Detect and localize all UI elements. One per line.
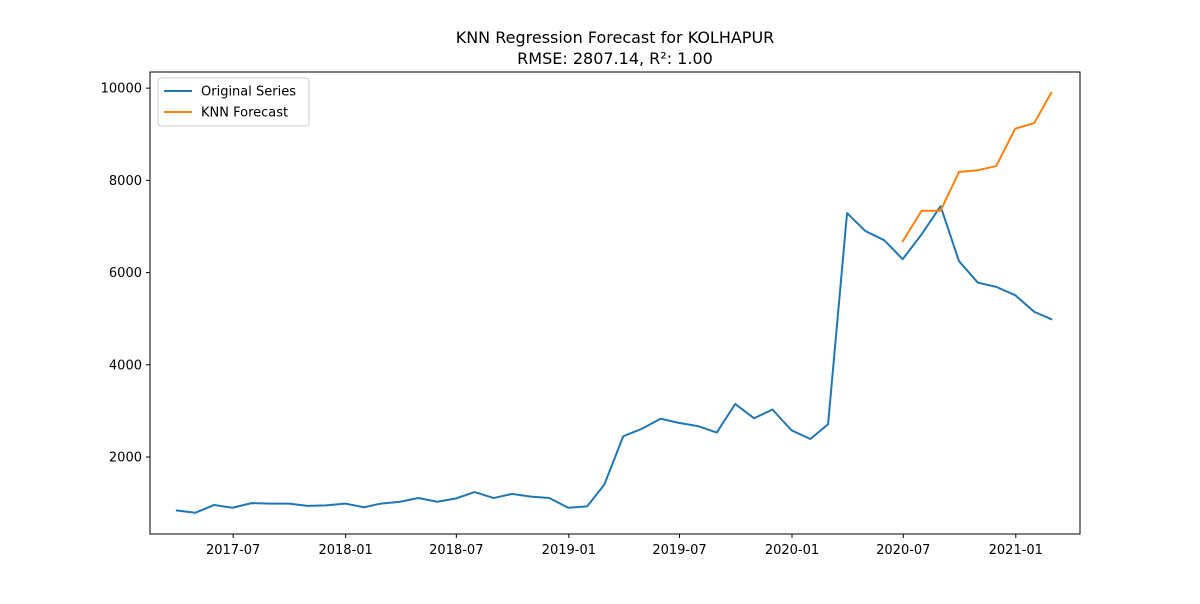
data-point-knn-forecast: [957, 171, 960, 174]
data-point-original-series: [529, 495, 532, 498]
data-point-original-series: [363, 506, 366, 509]
y-tick-label: 8000: [109, 174, 142, 189]
chart-title: KNN Regression Forecast for KOLHAPUR: [456, 28, 775, 47]
y-tick-label: 4000: [109, 358, 142, 373]
axes-frame: [149, 71, 1081, 535]
data-point-original-series: [790, 429, 793, 432]
data-point-original-series: [1014, 294, 1017, 297]
data-point-original-series: [1050, 318, 1053, 321]
data-point-original-series: [603, 483, 606, 486]
data-point-original-series: [1033, 310, 1036, 313]
data-point-original-series: [567, 506, 570, 509]
data-point-original-series: [194, 511, 197, 514]
data-point-original-series: [325, 504, 328, 507]
data-point-original-series: [957, 260, 960, 263]
data-point-original-series: [436, 500, 439, 503]
data-point-original-series: [454, 497, 457, 500]
data-point-original-series: [846, 212, 849, 215]
data-point-original-series: [809, 438, 812, 441]
data-point-original-series: [677, 421, 680, 424]
plot-area: [175, 91, 1053, 514]
data-point-original-series: [883, 239, 886, 242]
series-line-knn-forecast: [901, 91, 1053, 243]
x-tick-label: 2021-01: [989, 543, 1043, 558]
data-point-original-series: [864, 230, 867, 233]
x-tick-label: 2020-01: [765, 543, 819, 558]
data-point-original-series: [175, 509, 178, 512]
legend-box: [157, 77, 310, 127]
y-tick-label: 10000: [101, 82, 142, 97]
data-point-original-series: [492, 497, 495, 500]
data-point-original-series: [510, 492, 513, 495]
legend-label-original-series: Original Series: [201, 85, 296, 100]
data-point-original-series: [901, 258, 904, 261]
data-point-knn-forecast: [920, 209, 923, 212]
series-line-original-series: [175, 205, 1053, 514]
data-point-original-series: [734, 402, 737, 405]
data-point-knn-forecast: [1033, 122, 1036, 125]
data-point-original-series: [399, 500, 402, 503]
data-point-knn-forecast: [995, 165, 998, 168]
y-tick-label: 6000: [109, 266, 142, 281]
data-point-original-series: [920, 233, 923, 236]
data-point-original-series: [473, 491, 476, 494]
data-point-knn-forecast: [901, 240, 904, 243]
data-point-original-series: [586, 505, 589, 508]
data-point-original-series: [250, 502, 253, 505]
data-point-original-series: [287, 502, 290, 505]
x-tick-label: 2020-07: [876, 543, 930, 558]
data-point-knn-forecast: [976, 169, 979, 172]
legend: Original Series KNN Forecast: [157, 77, 310, 127]
data-point-original-series: [753, 417, 756, 420]
data-point-knn-forecast: [1050, 91, 1053, 94]
x-tick-label: 2017-07: [206, 543, 260, 558]
data-point-original-series: [715, 431, 718, 434]
data-point-original-series: [380, 502, 383, 505]
data-point-original-series: [995, 285, 998, 288]
data-point-original-series: [213, 503, 216, 506]
data-point-original-series: [548, 497, 551, 500]
data-point-original-series: [344, 502, 347, 505]
data-point-knn-forecast: [1014, 127, 1017, 130]
data-point-original-series: [417, 497, 420, 500]
data-point-original-series: [231, 506, 234, 509]
x-tick-label: 2018-01: [318, 543, 372, 558]
chart-subtitle: RMSE: 2807.14, R²: 1.00: [517, 49, 713, 68]
legend-label-knn-forecast: KNN Forecast: [201, 106, 288, 121]
data-point-original-series: [771, 408, 774, 411]
x-tick-label: 2018-07: [429, 543, 483, 558]
data-point-original-series: [827, 423, 830, 426]
data-point-knn-forecast: [939, 209, 942, 212]
data-point-original-series: [269, 502, 272, 505]
data-point-original-series: [306, 504, 309, 507]
data-point-original-series: [640, 427, 643, 430]
data-point-original-series: [696, 425, 699, 428]
data-point-original-series: [659, 417, 662, 420]
data-point-original-series: [622, 435, 625, 438]
x-tick-label: 2019-01: [542, 543, 596, 558]
data-point-original-series: [976, 281, 979, 284]
y-tick-label: 2000: [109, 451, 142, 466]
x-tick-label: 2019-07: [652, 543, 706, 558]
axes: 2017-07 2018-01 2018-07 2019-01 2019-07 2020-…: [101, 71, 1081, 558]
